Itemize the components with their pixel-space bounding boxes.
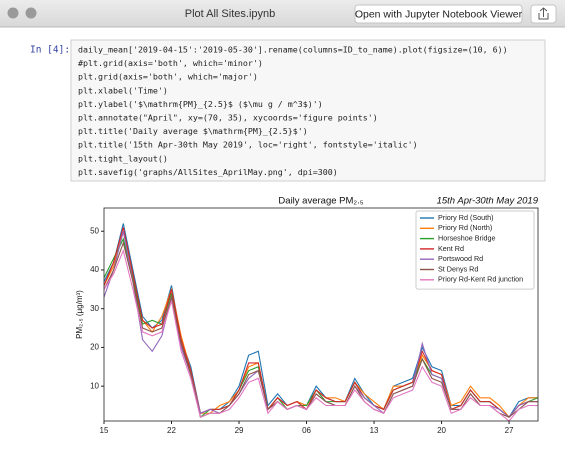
window-title: Plot All Sites.ipynb xyxy=(185,8,276,20)
y-tick-label: 30 xyxy=(90,304,99,313)
code-box xyxy=(70,39,546,182)
fullscreen-button[interactable] xyxy=(25,7,37,19)
chart-title: Daily average PM₂.₅ xyxy=(278,196,363,207)
code-block: daily_mean['2019-04-15':'2019-05-30'].re… xyxy=(78,45,508,177)
series-line xyxy=(103,227,538,418)
y-tick-label: 20 xyxy=(90,343,99,352)
x-tick-label: 20 xyxy=(437,426,446,435)
legend-label: Priory Rd-Kent Rd junction xyxy=(438,275,523,284)
code-line: plt.ylabel('$\mathrm{PM}_{2.5}$ ($\mu g … xyxy=(78,99,323,109)
code-line: plt.grid(axis='both', which='major') xyxy=(78,72,258,82)
x-tick-label: 22 xyxy=(167,426,176,435)
y-tick-label: 10 xyxy=(90,381,99,390)
y-tick-label: 40 xyxy=(90,265,99,274)
x-tick-label: 13 xyxy=(370,426,379,435)
legend-label: Priory Rd (North) xyxy=(438,223,492,232)
legend-label: Priory Rd (South) xyxy=(438,213,494,222)
legend-label: Kent Rd xyxy=(438,244,464,253)
x-tick-label: 06 xyxy=(302,426,311,435)
series-line xyxy=(103,240,538,418)
share-icon xyxy=(538,7,549,20)
open-button-label: Open with Jupyter Notebook Viewer xyxy=(355,8,523,20)
x-tick-label: 27 xyxy=(505,426,514,435)
x-tick-label: 15 xyxy=(100,426,109,435)
code-line: plt.annotate("April", xy=(70, 35), xycoo… xyxy=(78,113,378,123)
legend-label: Horseshoe Bridge xyxy=(438,234,496,243)
legend-label: St Denys Rd xyxy=(438,264,478,273)
close-button[interactable] xyxy=(7,7,19,19)
code-line: plt.savefig('graphs/AllSites_AprilMay.pn… xyxy=(78,167,338,177)
cell-prompt: In [4]: xyxy=(30,45,70,56)
chart: Daily average PM₂.₅ 15th Apr-30th May 201… xyxy=(75,196,539,436)
series-line xyxy=(103,248,538,422)
plot-frame xyxy=(103,207,539,422)
chart-subtitle: 15th Apr-30th May 2019 xyxy=(437,196,539,207)
open-button[interactable] xyxy=(354,4,523,24)
code-line: #plt.grid(axis='both', which='minor') xyxy=(78,58,263,68)
code-line: plt.title('15th Apr-30th May 2019', loc=… xyxy=(78,140,418,150)
legend-label: Portswood Rd xyxy=(438,254,483,263)
code-line: daily_mean['2019-04-15':'2019-05-30'].re… xyxy=(78,45,508,55)
legend-box xyxy=(415,210,535,290)
x-tick-label: 29 xyxy=(235,426,244,435)
code-line: plt.tight_layout() xyxy=(78,153,168,163)
y-tick-label: 50 xyxy=(90,226,99,235)
code-line: plt.xlabel('Time') xyxy=(78,85,168,95)
code-line: plt.title('Daily average $\mathrm{PM}_{2… xyxy=(78,126,308,136)
y-axis-label: PM₂.₅ (μg/m³) xyxy=(75,290,84,339)
